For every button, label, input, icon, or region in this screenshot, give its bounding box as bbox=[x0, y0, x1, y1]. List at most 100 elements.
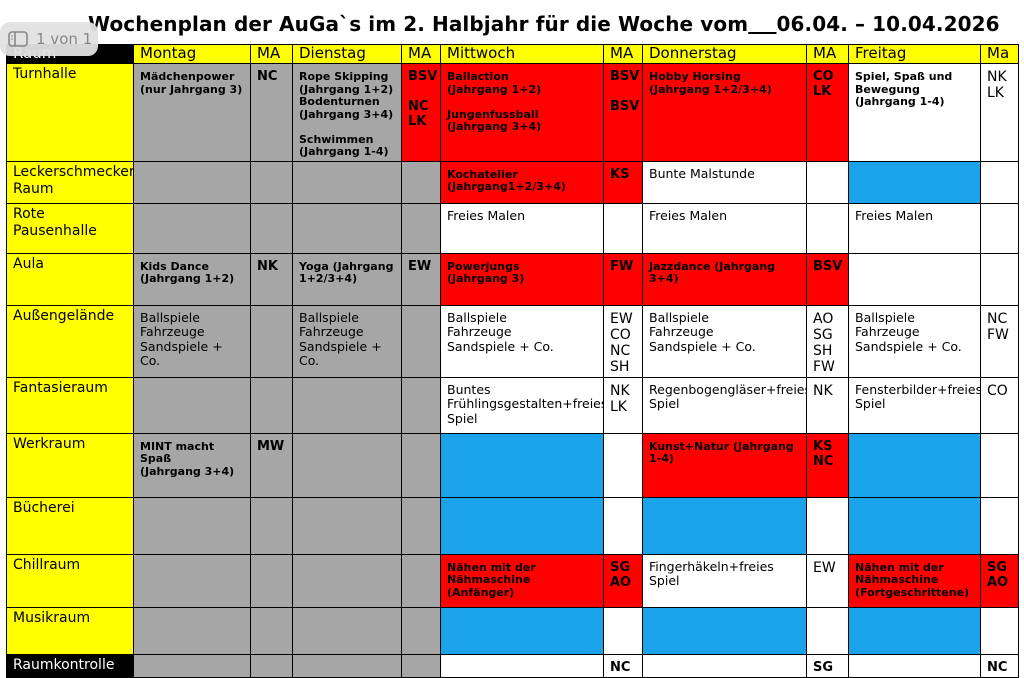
staff-cell: BSV bbox=[806, 252, 849, 306]
staff-cell bbox=[250, 496, 293, 555]
staff-cell bbox=[980, 606, 1019, 655]
activity-cell bbox=[848, 252, 981, 306]
staff-cell: NK LK bbox=[603, 376, 643, 434]
activity-cell bbox=[133, 496, 251, 555]
activity-cell: Bunte Malstunde bbox=[642, 160, 807, 204]
activity-cell bbox=[642, 653, 807, 678]
schedule-table: RaumMontagMADienstagMAMittwochMADonnerst… bbox=[6, 44, 1019, 678]
staff-cell bbox=[401, 653, 441, 678]
staff-cell: NK bbox=[806, 376, 849, 434]
staff-cell bbox=[250, 202, 293, 254]
staff-cell: BSV NC LK bbox=[401, 63, 441, 162]
staff-cell bbox=[806, 496, 849, 555]
room-cell: Werkraum bbox=[6, 432, 134, 498]
staff-cell: MW bbox=[250, 432, 293, 498]
date-range: 06.04. – 10.04.2026 bbox=[776, 12, 1000, 36]
activity-cell bbox=[292, 496, 402, 555]
activity-cell bbox=[642, 496, 807, 555]
activity-cell bbox=[133, 553, 251, 608]
activity-cell: Jazzdance (Jahrgang 3+4) bbox=[642, 252, 807, 306]
title-text: Wochenplan der AuGa`s im 2. Halbjahr für… bbox=[88, 12, 749, 36]
table-row: Leckerschmecker Raum Kochatelier (Jahrgan… bbox=[6, 160, 1019, 204]
room-cell: Raumkontrolle bbox=[6, 653, 134, 678]
room-cell: Außengelände bbox=[6, 304, 134, 378]
table-row: Turnhalle Mädchenpower (nur Jahrgang 3) NC… bbox=[6, 63, 1019, 162]
activity-cell: Powerjungs (Jahrgang 3) bbox=[440, 252, 604, 306]
header-cell: Dienstag bbox=[292, 44, 402, 64]
staff-cell bbox=[250, 376, 293, 434]
staff-cell bbox=[250, 653, 293, 678]
staff-cell: EW bbox=[806, 553, 849, 608]
table-row: Aula Kids Dance (Jahrgang 1+2) NK Yoga (Jah… bbox=[6, 252, 1019, 306]
activity-cell bbox=[133, 606, 251, 655]
activity-cell: Yoga (Jahrgang 1+2/3+4) bbox=[292, 252, 402, 306]
activity-cell bbox=[848, 432, 981, 498]
activity-cell bbox=[292, 432, 402, 498]
table-row: Chillraum Nähen mit der Nähmaschine (Anfä… bbox=[6, 553, 1019, 608]
activity-cell: Freies Malen bbox=[848, 202, 981, 254]
activity-cell bbox=[440, 653, 604, 678]
staff-cell: CO bbox=[980, 376, 1019, 434]
activity-cell: Rope Skipping (Jahrgang 1+2) Bodenturnen… bbox=[292, 63, 402, 162]
activity-cell: Ballaction (Jahrgang 1+2) Jungenfussball… bbox=[440, 63, 604, 162]
staff-cell bbox=[401, 202, 441, 254]
staff-cell: EW CO NC SH bbox=[603, 304, 643, 378]
staff-cell bbox=[401, 496, 441, 555]
staff-cell: CO LK bbox=[806, 63, 849, 162]
room-cell: Bücherei bbox=[6, 496, 134, 555]
staff-cell bbox=[401, 553, 441, 608]
activity-cell: Nähen mit der Nähmaschine (Anfänger) bbox=[440, 553, 604, 608]
table-row: Rote Pausenhalle Freies Malen Freies Malen… bbox=[6, 202, 1019, 254]
staff-cell bbox=[980, 160, 1019, 204]
header-cell: Donnerstag bbox=[642, 44, 807, 64]
room-cell: Musikraum bbox=[6, 606, 134, 655]
activity-cell bbox=[642, 606, 807, 655]
staff-cell: SG AO bbox=[980, 553, 1019, 608]
activity-cell: Freies Malen bbox=[642, 202, 807, 254]
activity-cell bbox=[292, 553, 402, 608]
activity-cell bbox=[848, 653, 981, 678]
sidebar-icon bbox=[8, 31, 28, 47]
header-cell: Ma bbox=[980, 44, 1019, 64]
activity-cell: Ballspiele Fahrzeuge Sandspiele + Co. bbox=[848, 304, 981, 378]
staff-cell bbox=[980, 252, 1019, 306]
header-cell: Freitag bbox=[848, 44, 981, 64]
room-cell: Leckerschmecker Raum bbox=[6, 160, 134, 204]
staff-cell: NK LK bbox=[980, 63, 1019, 162]
header-row: RaumMontagMADienstagMAMittwochMADonnerst… bbox=[6, 44, 1019, 64]
activity-cell bbox=[292, 202, 402, 254]
activity-cell bbox=[292, 160, 402, 204]
activity-cell: Fensterbilder+freies Spiel bbox=[848, 376, 981, 434]
activity-cell: Regenbogengläser+freies Spiel bbox=[642, 376, 807, 434]
activity-cell: Ballspiele Fahrzeuge Sandspiele + Co. bbox=[133, 304, 251, 378]
staff-cell bbox=[603, 432, 643, 498]
staff-cell bbox=[980, 496, 1019, 555]
room-cell: Aula bbox=[6, 252, 134, 306]
room-cell: Turnhalle bbox=[6, 63, 134, 162]
activity-cell: Hobby Horsing (Jahrgang 1+2/3+4) bbox=[642, 63, 807, 162]
activity-cell: Buntes Frühlingsgestalten+freies Spiel bbox=[440, 376, 604, 434]
activity-cell: Nähen mit der Nähmaschine (Fortgeschritt… bbox=[848, 553, 981, 608]
staff-cell: KS bbox=[603, 160, 643, 204]
table-row: Bücherei bbox=[6, 496, 1019, 555]
staff-cell bbox=[250, 553, 293, 608]
activity-cell bbox=[848, 606, 981, 655]
staff-cell bbox=[401, 606, 441, 655]
staff-cell bbox=[603, 202, 643, 254]
header-cell: Montag bbox=[133, 44, 251, 64]
staff-cell bbox=[806, 606, 849, 655]
page-indicator[interactable]: 1 von 1 bbox=[0, 22, 98, 56]
staff-cell bbox=[980, 202, 1019, 254]
activity-cell: Fingerhäkeln+freies Spiel bbox=[642, 553, 807, 608]
table-row: Werkraum MINT macht Spaß (Jahrgang 3+4) MW… bbox=[6, 432, 1019, 498]
staff-cell bbox=[250, 304, 293, 378]
header-cell: MA bbox=[250, 44, 293, 64]
activity-cell bbox=[440, 606, 604, 655]
staff-cell bbox=[603, 606, 643, 655]
staff-cell: NC bbox=[603, 653, 643, 678]
header-cell: MA bbox=[401, 44, 441, 64]
activity-cell bbox=[440, 496, 604, 555]
activity-cell bbox=[133, 202, 251, 254]
staff-cell: EW bbox=[401, 252, 441, 306]
activity-cell: Freies Malen bbox=[440, 202, 604, 254]
